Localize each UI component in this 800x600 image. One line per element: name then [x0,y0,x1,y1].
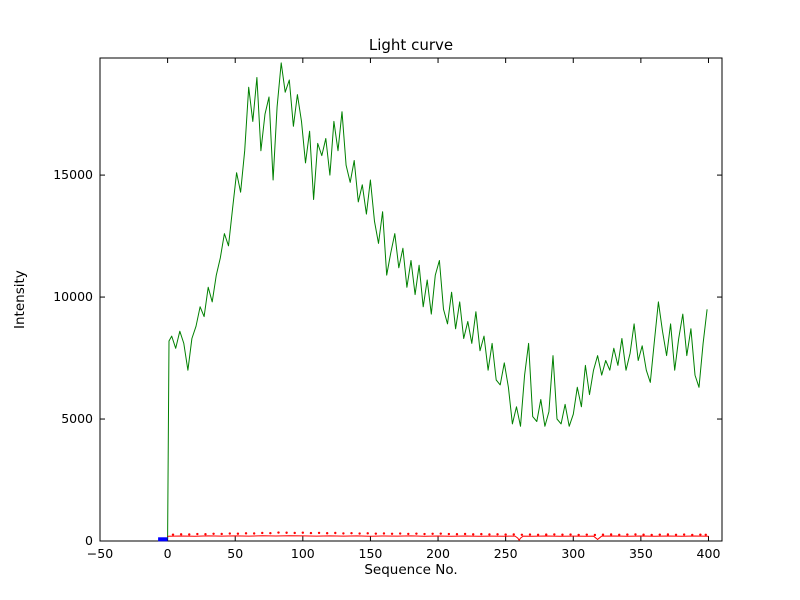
background-scatter-dot [704,533,707,536]
x-tick-label: 350 [629,546,653,561]
light-curve-intensity-line [167,62,708,539]
background-scatter-dot [480,532,483,536]
background-scatter-dot [398,532,402,535]
y-axis-label: Intensity [12,270,28,330]
background-level-line [167,535,709,541]
background-scatter-dot [261,531,264,535]
background-scatter-dot [252,532,256,535]
x-tick-label: 400 [697,546,721,561]
chart-title: Light curve [368,36,454,54]
y-tick-label: 5000 [61,411,93,426]
x-tick-label: 0 [164,546,172,561]
background-scatter-dot [228,532,232,535]
background-scatter-dot [382,532,386,535]
background-scatter-dot [472,533,475,536]
background-scatter-dot [609,533,613,536]
background-scatter-dot [325,532,329,535]
background-scatter-dot [407,532,410,536]
background-scatter-dot [666,533,670,536]
background-scatter-dot [561,533,564,536]
background-scatter-dot [634,533,637,536]
background-scatter-dot [504,533,507,536]
background-scatter-dot [488,533,491,536]
background-scatter-dot [512,533,515,536]
background-scatter-dot [415,532,418,535]
background-scatter-dot [236,532,240,535]
background-scatter-dot [244,532,248,535]
background-scatter-dot [350,531,353,535]
axes-frame [99,57,723,542]
x-tick-label: 50 [227,546,243,561]
background-scatter-dot [520,533,524,536]
background-scatter-dot [691,533,694,537]
background-scatter-dot [545,533,548,536]
background-scatter-dot [569,533,572,536]
background-scatter-dot [374,532,378,535]
background-scatter-dot [171,533,175,536]
background-scatter-dot [317,531,321,535]
background-scatter-dot [431,532,434,536]
background-scatter-dot [682,533,686,536]
background-scatter-dot [277,531,280,534]
background-scatter-dot [601,533,605,536]
background-scatter-dot [293,531,296,535]
background-scatter-dot [626,533,629,536]
background-scatter-dot [528,533,532,536]
background-scatter-dot [334,531,337,535]
background-scatter-dot [196,532,199,536]
background-scatter-dot [390,532,394,536]
background-scatter-dot [577,533,580,537]
background-scatter-dot [536,533,540,537]
background-scatter-dot [269,531,272,535]
background-scatter-dot [366,532,369,535]
background-scatter-dot [496,533,499,536]
x-tick-label: 250 [494,546,518,561]
background-scatter-dot [674,533,678,537]
y-tick-label: 10000 [53,289,93,304]
background-scatter-dot [423,532,426,536]
background-scatter-dot [699,533,702,536]
background-scatter-dot [188,533,191,536]
background-scatter-dot [220,532,223,536]
background-scatter-dot [439,532,442,535]
background-scatter-dot [447,532,451,536]
background-scatter-dot [301,531,305,534]
background-scatter-dot [593,533,597,537]
x-tick-label: 100 [291,546,315,561]
background-scatter-dot [455,533,459,536]
background-scatter-dot [342,532,345,535]
background-scatter-dot [553,533,556,536]
background-scatter-dot [204,533,207,536]
background-scatter-dot [618,533,621,537]
x-tick-label: 200 [426,546,450,561]
background-scatter-dot [358,532,361,535]
background-scatter-dot [309,531,313,535]
background-scatter-dot [463,532,467,536]
background-scatter-dot [650,533,653,537]
background-scatter-dot [658,533,661,536]
background-scatter-dot [179,533,183,536]
y-tick-label: 0 [85,533,93,548]
x-tick-label: −50 [87,546,113,561]
x-tick-label: 300 [561,546,585,561]
x-tick-label: 150 [359,546,383,561]
y-axis-label-wrap: Intensity [12,210,34,390]
y-tick-label: 15000 [53,167,93,182]
background-scatter-dot [585,533,588,536]
background-scatter-dot [212,532,215,536]
background-scatter-dot [285,531,288,534]
x-axis-label: Sequence No. [364,562,458,578]
background-scatter-dot [642,533,645,536]
